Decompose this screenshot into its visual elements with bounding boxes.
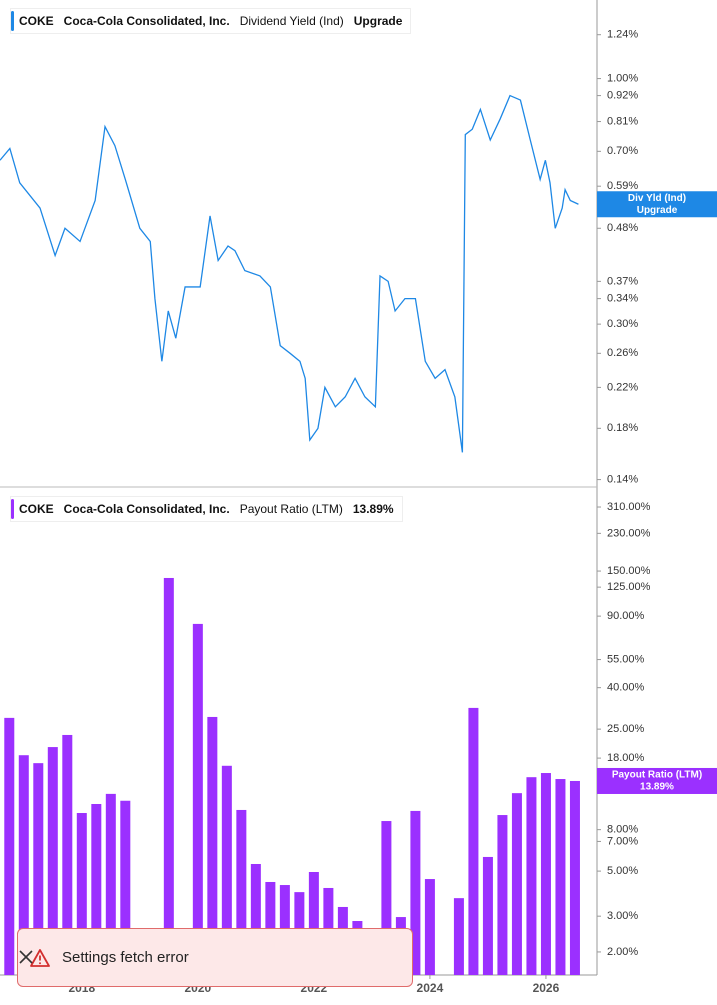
y-tick-label: 0.34% [607,293,638,305]
legend-stripe [11,11,14,31]
y-tick-label: 0.30% [607,318,638,330]
toast-message: Settings fetch error [62,949,189,966]
status[interactable]: Upgrade [353,14,403,28]
value-box-name: Payout Ratio (LTM) [612,770,702,781]
bar [192,623,203,975]
y-tick-label: 0.81% [607,115,638,127]
warning-icon [30,949,50,967]
y-tick-label: 18.00% [607,752,645,764]
bar [482,856,493,975]
ticker: COKE [19,502,54,516]
bar [511,793,522,975]
y-tick-label: 2.00% [607,946,638,958]
bar [453,898,464,975]
company: Coca-Cola Consolidated, Inc. [63,502,230,516]
y-tick-label: 1.24% [607,29,638,41]
bar [250,863,261,975]
bar [4,717,15,975]
value-box [597,767,717,794]
bar [308,871,319,975]
y-tick-label: 310.00% [607,501,651,513]
y-tick-label: 150.00% [607,565,651,577]
value-box [597,191,717,218]
x-tick-label: 2024 [417,981,444,995]
y-tick-label: 0.22% [607,381,638,393]
value-box-value: 13.89% [640,782,674,793]
legend-stripe [11,499,14,519]
ticker: COKE [19,14,54,28]
bar [47,747,58,975]
metric: Payout Ratio (LTM) [239,502,343,516]
y-tick-label: 40.00% [607,682,645,694]
bar [424,879,435,975]
y-tick-label: 8.00% [607,824,638,836]
bar [76,813,87,975]
y-tick-label: 230.00% [607,527,651,539]
y-tick-label: 25.00% [607,723,645,735]
value-box-name: Div Yld (Ind) [628,193,686,204]
y-tick-label: 0.59% [607,180,638,192]
bar [381,821,392,975]
y-tick-label: 1.00% [607,72,638,84]
y-tick-label: 0.92% [607,89,638,101]
y-tick-label: 0.37% [607,275,638,287]
bar [236,809,247,975]
company: Coca-Cola Consolidated, Inc. [63,14,230,28]
bar [410,810,421,975]
y-tick-label: 5.00% [607,865,638,877]
bar [497,815,508,975]
bar [120,800,131,975]
close-button[interactable] [18,949,34,965]
bar [62,734,73,975]
y-tick-label: 90.00% [607,610,645,622]
bar [555,779,566,975]
bar [468,707,479,975]
metric: Dividend Yield (Ind) [239,14,344,28]
y-tick-label: 0.26% [607,347,638,359]
y-tick-label: 7.00% [607,835,638,847]
current-value: 13.89% [352,502,394,516]
bar [569,780,580,975]
bar [221,765,232,975]
y-tick-label: 0.70% [607,145,638,157]
x-tick-label: 2026 [533,981,560,995]
bar [540,773,551,975]
line [0,94,579,453]
legend-bottom: COKE Coca-Cola Consolidated, Inc. Payout… [10,496,403,522]
bar [526,777,537,975]
y-tick-label: 55.00% [607,653,645,665]
y-tick-label: 0.18% [607,422,638,434]
y-tick-label: 0.48% [607,222,638,234]
bar [105,793,116,975]
bar [91,803,102,975]
y-tick-label: 0.14% [607,473,638,485]
y-tick-label: 3.00% [607,910,638,922]
y-tick-label: 125.00% [607,581,651,593]
bar [18,755,29,975]
bar [33,763,44,975]
bar [207,716,218,975]
bar [163,577,174,975]
legend-top: COKE Coca-Cola Consolidated, Inc. Divide… [10,8,412,34]
value-box-value: Upgrade [637,205,678,216]
error-toast: Settings fetch error [17,928,413,987]
